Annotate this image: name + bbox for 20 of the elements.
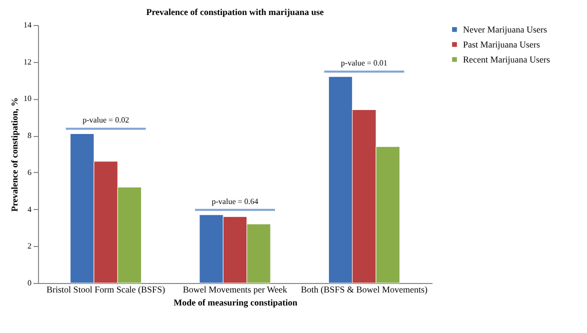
x-axis-title: Mode of measuring constipation bbox=[174, 298, 298, 308]
x-tick-label: Bristol Stool Form Scale (BSFS) bbox=[46, 284, 166, 294]
y-tick-label: 6 bbox=[28, 168, 32, 177]
y-tick-label: 12 bbox=[24, 57, 32, 66]
y-tick-label: 14 bbox=[24, 20, 32, 30]
y-tick-label: 10 bbox=[24, 94, 32, 104]
y-axis-title: Prevalence of constipation, % bbox=[10, 97, 20, 212]
y-tick-label: 0 bbox=[28, 278, 32, 288]
y-tick-label: 8 bbox=[28, 131, 32, 140]
y-tick-label: 4 bbox=[28, 204, 32, 214]
annotation: p-value = 0.01 bbox=[340, 58, 388, 68]
legend-label: Recent Marijuana Users bbox=[463, 54, 550, 64]
legend-label: Past Marijuana Users bbox=[463, 40, 540, 50]
chart-title: Prevalence of constipation with marijuana use bbox=[146, 7, 324, 17]
x-tick-label: Both (BSFS & Bowel Movements) bbox=[300, 284, 428, 294]
legend-label: Never Marijuana Users bbox=[463, 24, 548, 34]
annotation: p-value = 0.02 bbox=[82, 116, 130, 125]
x-tick-label: Bowel Movements per Week bbox=[182, 284, 288, 294]
y-tick-label: 2 bbox=[28, 242, 32, 251]
annotation: p-value = 0.64 bbox=[212, 196, 258, 206]
